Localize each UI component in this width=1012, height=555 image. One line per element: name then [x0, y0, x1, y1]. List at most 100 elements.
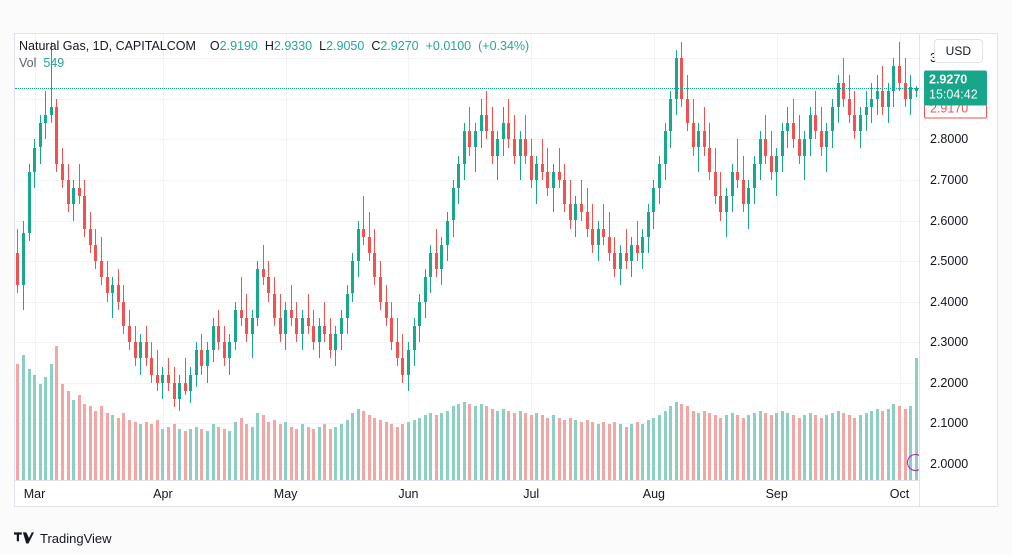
volume-bar — [485, 406, 488, 480]
candle-body — [741, 180, 745, 205]
candle-wick — [726, 188, 727, 237]
time-scale[interactable]: Mar Apr May Jun Jul Aug Sep Oct — [15, 480, 997, 506]
candle-wick — [101, 236, 102, 286]
candle-wick — [843, 58, 845, 107]
candle-body — [747, 188, 751, 205]
volume-bar — [384, 422, 388, 480]
candle-wick — [497, 131, 499, 180]
volume-bar — [139, 424, 143, 480]
candle-body — [674, 58, 678, 99]
candle-wick — [402, 334, 404, 383]
gridline-horizontal — [15, 301, 919, 303]
volume-bar — [758, 410, 762, 480]
candle-body — [412, 325, 416, 351]
volume-bar — [875, 408, 879, 480]
candle-wick — [547, 147, 549, 197]
volume-bar — [457, 404, 461, 480]
volume-bar — [55, 346, 59, 480]
candle-body — [702, 131, 706, 148]
price-scale[interactable]: 3.00002.80002.70002.60002.50002.40002.30… — [919, 34, 997, 506]
candle-body — [49, 107, 53, 116]
volume-bar — [624, 426, 628, 480]
candle-wick — [290, 285, 292, 326]
gridline-vertical — [899, 34, 901, 480]
volume-bar — [685, 406, 689, 480]
candle-body — [250, 317, 254, 334]
price-tick-label: 2.8000 — [930, 132, 969, 147]
gridline-horizontal — [15, 382, 919, 384]
candle-wick — [78, 163, 80, 205]
volume-bar — [228, 430, 232, 480]
candle-body — [914, 87, 918, 92]
currency-unit-button[interactable]: USD — [933, 39, 983, 63]
tradingview-branding[interactable]: TradingView — [14, 531, 112, 546]
candle-body — [127, 325, 131, 343]
volume-bar — [395, 426, 399, 480]
volume-bar — [289, 426, 293, 480]
volume-bar — [512, 413, 516, 480]
candle-body — [345, 293, 349, 318]
candle-body — [222, 342, 226, 359]
candle-body — [373, 252, 377, 278]
candle-body — [490, 131, 494, 156]
chart-plot-area[interactable] — [15, 34, 919, 480]
gridline-horizontal — [15, 261, 919, 263]
volume-bar — [780, 410, 784, 480]
candle-body — [194, 350, 198, 375]
volume-bar — [211, 424, 215, 480]
volume-bar — [730, 413, 734, 480]
time-tick-label: Oct — [889, 487, 910, 501]
candle-wick — [580, 180, 582, 221]
candle-body — [870, 98, 874, 107]
candle-body — [429, 252, 433, 278]
candle-body — [55, 107, 59, 164]
volume-bar — [881, 410, 885, 480]
anchor-circle-marker[interactable] — [907, 453, 919, 471]
volume-bar — [217, 426, 221, 480]
candle-wick — [904, 58, 906, 107]
volume-bar — [518, 410, 522, 480]
gridline-vertical — [34, 34, 36, 480]
candle-body — [791, 123, 795, 140]
price-tick-label: 2.3000 — [930, 335, 969, 350]
candle-body — [328, 334, 332, 351]
volume-bar — [619, 424, 622, 480]
chart-frame: Natural Gas, 1D, CAPITALCOM O2.9190 H2.933… — [14, 33, 998, 507]
candle-wick — [251, 309, 253, 359]
candle-body — [886, 90, 890, 107]
candle-body — [111, 285, 115, 294]
candle-wick — [307, 293, 309, 334]
time-tick-label: Jun — [398, 487, 419, 501]
candle-body — [267, 277, 271, 294]
candle-body — [881, 90, 885, 107]
candle-body — [836, 82, 840, 107]
candle-body — [317, 325, 321, 343]
candle-body — [273, 293, 276, 318]
volume-bar — [462, 402, 466, 480]
volume-bar — [713, 415, 717, 480]
candle-body — [524, 139, 528, 156]
volume-bar — [440, 413, 444, 480]
gridline-vertical — [653, 34, 655, 480]
volume-bar — [501, 408, 505, 480]
candle-wick — [156, 350, 158, 391]
candle-body — [16, 252, 20, 286]
candle-wick — [804, 131, 806, 180]
volume-bar — [122, 413, 126, 480]
volume-bar — [72, 399, 76, 480]
volume-bar — [172, 424, 176, 480]
volume-bar — [178, 428, 182, 480]
volume-bar — [691, 410, 695, 480]
candle-body — [406, 350, 410, 375]
volume-bar — [423, 415, 427, 480]
candle-body — [663, 131, 667, 164]
gridline-horizontal — [15, 98, 919, 100]
candle-body — [658, 163, 661, 188]
volume-bar — [183, 430, 187, 480]
candle-body — [300, 317, 304, 334]
volume-bar — [434, 415, 438, 480]
volume-bar — [44, 377, 48, 480]
volume-bar — [803, 415, 807, 480]
volume-bar — [764, 413, 767, 480]
volume-bar — [479, 404, 483, 480]
